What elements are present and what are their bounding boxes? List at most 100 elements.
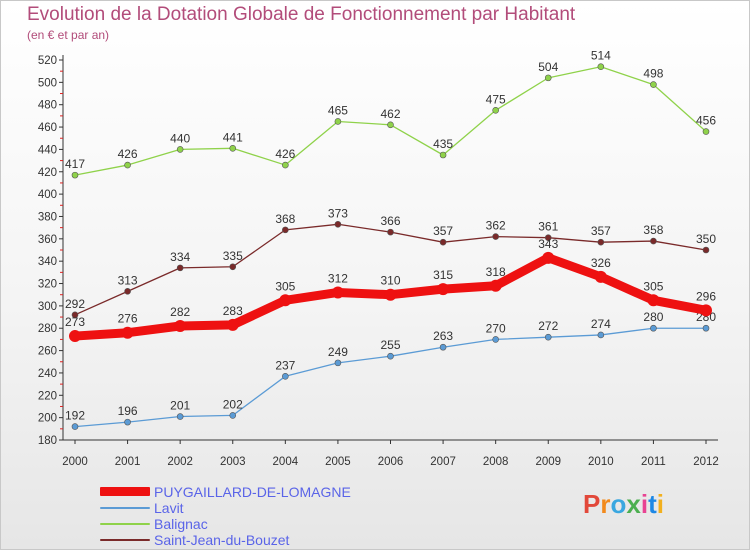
legend-item-lavit: Lavit <box>100 500 420 516</box>
data-label: 426 <box>275 147 295 161</box>
logo-letter: x <box>626 489 641 519</box>
data-point <box>650 324 657 332</box>
legend-label: Balignac <box>154 516 208 532</box>
y-tick-label: 340 <box>38 256 57 268</box>
data-label: 357 <box>591 224 611 238</box>
legend: PUYGAILLARD-DE-LOMAGNE Lavit Balignac Sa… <box>100 484 420 548</box>
data-label: 426 <box>118 147 138 161</box>
x-tick-label: 2008 <box>483 456 509 468</box>
data-label: 326 <box>591 256 611 270</box>
data-label: 475 <box>486 92 506 106</box>
x-tick-label: 2005 <box>325 456 351 468</box>
data-point <box>437 283 450 296</box>
data-label: 305 <box>643 279 663 293</box>
data-point <box>334 118 342 125</box>
data-point <box>71 311 79 319</box>
data-point <box>492 106 499 114</box>
data-point <box>492 336 499 343</box>
data-label: 335 <box>223 249 243 263</box>
data-point <box>647 294 660 307</box>
data-label: 292 <box>65 297 85 311</box>
data-point <box>71 171 79 179</box>
data-point <box>594 270 607 283</box>
data-point <box>226 318 239 331</box>
data-label: 192 <box>65 409 85 423</box>
y-tick-label: 520 <box>38 55 57 67</box>
data-point <box>282 372 289 380</box>
line-chart: 180 200 220 240 260 280 300 320 340 360 380 400 420 4… <box>38 49 719 468</box>
data-label: 237 <box>275 358 295 372</box>
data-point <box>176 264 184 272</box>
legend-label: PUYGAILLARD-DE-LOMAGNE <box>154 484 351 500</box>
data-label: 441 <box>223 130 243 144</box>
logo-letter: i <box>640 489 649 519</box>
data-point <box>702 128 710 135</box>
y-tick-label: 420 <box>38 167 57 179</box>
series-line-balignac <box>74 66 707 176</box>
series-line-saint-jean-du-bouzet <box>74 223 707 316</box>
data-label: 202 <box>223 397 243 411</box>
data-label: 270 <box>486 321 506 335</box>
data-point <box>439 151 447 159</box>
legend-item-puygaillard: PUYGAILLARD-DE-LOMAGNE <box>100 484 420 500</box>
data-label: 272 <box>538 319 558 333</box>
data-point <box>229 144 237 152</box>
data-point <box>282 226 289 234</box>
data-point <box>597 238 605 246</box>
data-point <box>650 81 657 88</box>
legend-label: Saint-Jean-du-Bouzet <box>154 532 290 548</box>
y-tick-label: 380 <box>38 211 57 223</box>
x-tick-label: 2006 <box>378 456 404 468</box>
data-label: 276 <box>118 312 138 326</box>
logo-letter: r <box>600 489 611 519</box>
data-label: 358 <box>643 223 663 237</box>
data-point <box>124 418 131 426</box>
legend-item-saint-jean: Saint-Jean-du-Bouzet <box>100 532 420 548</box>
chart-subtitle: (en € et par an) <box>27 28 110 42</box>
y-tick-label: 180 <box>38 435 57 447</box>
data-label: 350 <box>696 232 716 246</box>
data-point <box>229 263 237 271</box>
logo-letter: t <box>648 489 657 519</box>
data-label: 313 <box>118 273 138 287</box>
data-label: 504 <box>538 60 558 74</box>
data-label: 201 <box>170 399 190 413</box>
data-label: 334 <box>170 250 190 264</box>
data-label: 274 <box>591 317 611 331</box>
legend-swatch <box>100 507 150 509</box>
y-tick-label: 400 <box>38 189 57 201</box>
data-label: 362 <box>486 219 506 233</box>
data-label: 361 <box>538 220 558 234</box>
data-label: 343 <box>538 237 558 251</box>
y-tick-label: 460 <box>38 122 57 134</box>
data-label: 196 <box>118 404 138 418</box>
x-tick-label: 2010 <box>588 456 614 468</box>
data-label: 435 <box>433 137 453 151</box>
data-point <box>387 352 394 360</box>
data-point <box>597 331 605 339</box>
chart-title: Evolution de la Dotation Globale de Fonc… <box>27 4 576 25</box>
x-tick-label: 2011 <box>641 456 666 468</box>
data-point <box>384 288 397 301</box>
proxiti-logo: Proxiti <box>583 489 664 520</box>
data-point <box>700 304 712 317</box>
data-label: 263 <box>433 329 453 343</box>
data-label: 498 <box>643 67 663 81</box>
data-point <box>174 320 187 332</box>
data-point <box>69 330 81 343</box>
x-tick-label: 2003 <box>220 456 246 468</box>
data-label: 318 <box>486 265 506 279</box>
data-label: 514 <box>591 49 611 63</box>
data-label: 296 <box>696 289 716 303</box>
x-tick-label: 2002 <box>167 456 193 468</box>
data-point <box>176 146 184 153</box>
y-tick-label: 480 <box>38 100 57 112</box>
data-label: 282 <box>170 305 190 319</box>
data-label: 357 <box>433 224 453 238</box>
y-tick-label: 500 <box>38 77 57 89</box>
x-tick-label: 2007 <box>430 456 456 468</box>
data-point <box>544 74 552 82</box>
data-point <box>229 412 237 419</box>
legend-swatch <box>100 539 150 541</box>
